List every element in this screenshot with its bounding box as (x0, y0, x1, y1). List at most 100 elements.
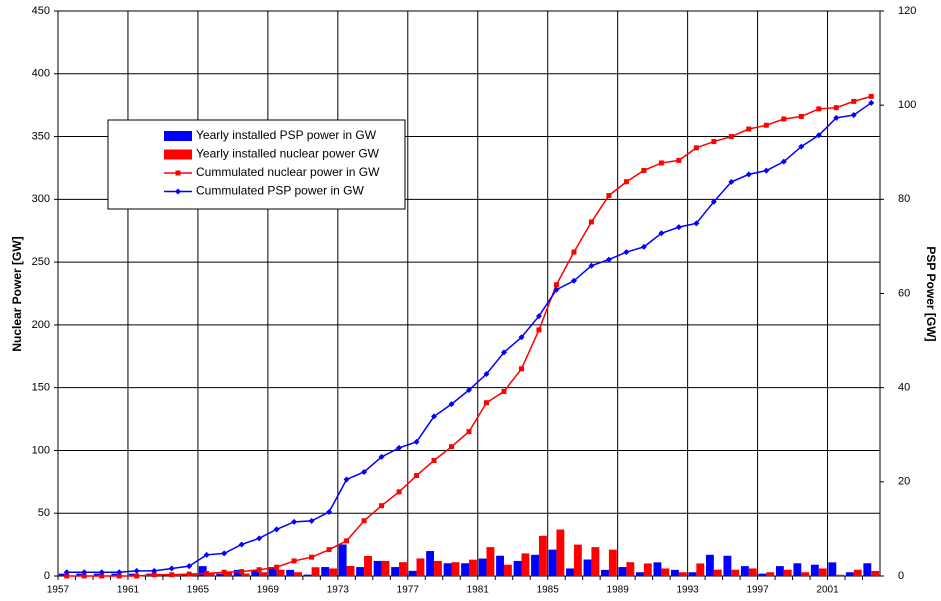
bar (636, 572, 644, 576)
y-tick-label: 450 (32, 5, 50, 17)
marker (204, 570, 210, 576)
marker (850, 112, 857, 119)
x-tick-label: 1985 (537, 585, 560, 596)
bar (189, 573, 198, 576)
marker (728, 178, 735, 185)
bar (531, 554, 539, 576)
bar (653, 562, 662, 576)
bar (346, 565, 355, 576)
marker (413, 438, 420, 445)
bar (566, 568, 574, 576)
marker (728, 134, 734, 140)
marker (396, 489, 402, 495)
marker (448, 401, 455, 408)
bar (76, 573, 85, 576)
bar (58, 573, 67, 576)
x-tick-label: 1969 (257, 585, 280, 596)
bar (373, 560, 382, 576)
bar (206, 573, 215, 576)
legend-marker (175, 170, 181, 176)
y-tick-label: 50 (38, 507, 50, 519)
bar (303, 574, 312, 576)
marker (203, 551, 210, 558)
bar (705, 554, 714, 576)
bar (416, 558, 425, 576)
bar (461, 563, 469, 576)
y-tick-label: 0 (44, 570, 50, 582)
marker (379, 503, 385, 509)
y-tick-label: 150 (32, 382, 50, 394)
marker (291, 518, 298, 525)
y-tick-label: 100 (32, 444, 50, 456)
bar (503, 564, 512, 576)
marker (500, 349, 507, 356)
bar (783, 569, 792, 576)
bar (521, 553, 530, 576)
legend-swatch (164, 131, 192, 141)
y-tick-label: 200 (32, 319, 50, 331)
bar (583, 559, 592, 576)
bar (828, 562, 837, 576)
bar (321, 567, 330, 576)
bar (276, 569, 285, 576)
bar (496, 555, 504, 576)
marker (833, 114, 840, 121)
marker (798, 143, 805, 150)
bar (643, 563, 652, 576)
bar (871, 570, 880, 576)
marker (693, 220, 700, 227)
bar (364, 555, 372, 576)
x-tick-label: 1961 (117, 585, 140, 596)
bar (591, 547, 600, 576)
bar (618, 567, 627, 576)
bar (845, 572, 854, 576)
marker (361, 468, 368, 475)
bar (434, 560, 442, 576)
marker (711, 139, 717, 145)
marker (238, 541, 245, 548)
marker (623, 179, 629, 185)
bar (93, 573, 102, 576)
marker (396, 444, 403, 451)
marker (343, 476, 350, 483)
bar (443, 563, 452, 576)
bar (626, 562, 635, 576)
marker (169, 572, 175, 578)
y-tick-label: 400 (32, 68, 50, 80)
legend-swatch (164, 149, 192, 160)
bar (513, 560, 522, 576)
marker (221, 550, 228, 557)
marker (466, 429, 472, 435)
bar (810, 564, 819, 576)
bar (723, 555, 732, 576)
x-tick-label: 1989 (607, 585, 630, 596)
marker (151, 567, 158, 574)
bar (259, 572, 267, 576)
bar (853, 569, 862, 576)
y-tick-label: 300 (32, 193, 50, 205)
y2-tick-label: 120 (898, 5, 916, 17)
bar (678, 572, 687, 576)
bar (111, 573, 120, 576)
marker (326, 547, 332, 553)
bar (338, 544, 347, 576)
marker (571, 249, 577, 255)
bar (758, 573, 767, 576)
marker (256, 535, 263, 542)
legend-marker (175, 188, 181, 195)
bar (451, 562, 460, 576)
marker (483, 371, 490, 378)
marker (553, 282, 559, 288)
marker (116, 569, 123, 576)
legend-label: Yearly installed PSP power in GW (196, 128, 377, 142)
bar (426, 551, 435, 576)
bar (556, 529, 565, 576)
marker (868, 93, 874, 99)
marker (535, 313, 542, 320)
marker (81, 569, 88, 576)
marker (186, 571, 192, 577)
bar (671, 569, 679, 576)
marker (501, 388, 507, 394)
marker (745, 171, 752, 178)
